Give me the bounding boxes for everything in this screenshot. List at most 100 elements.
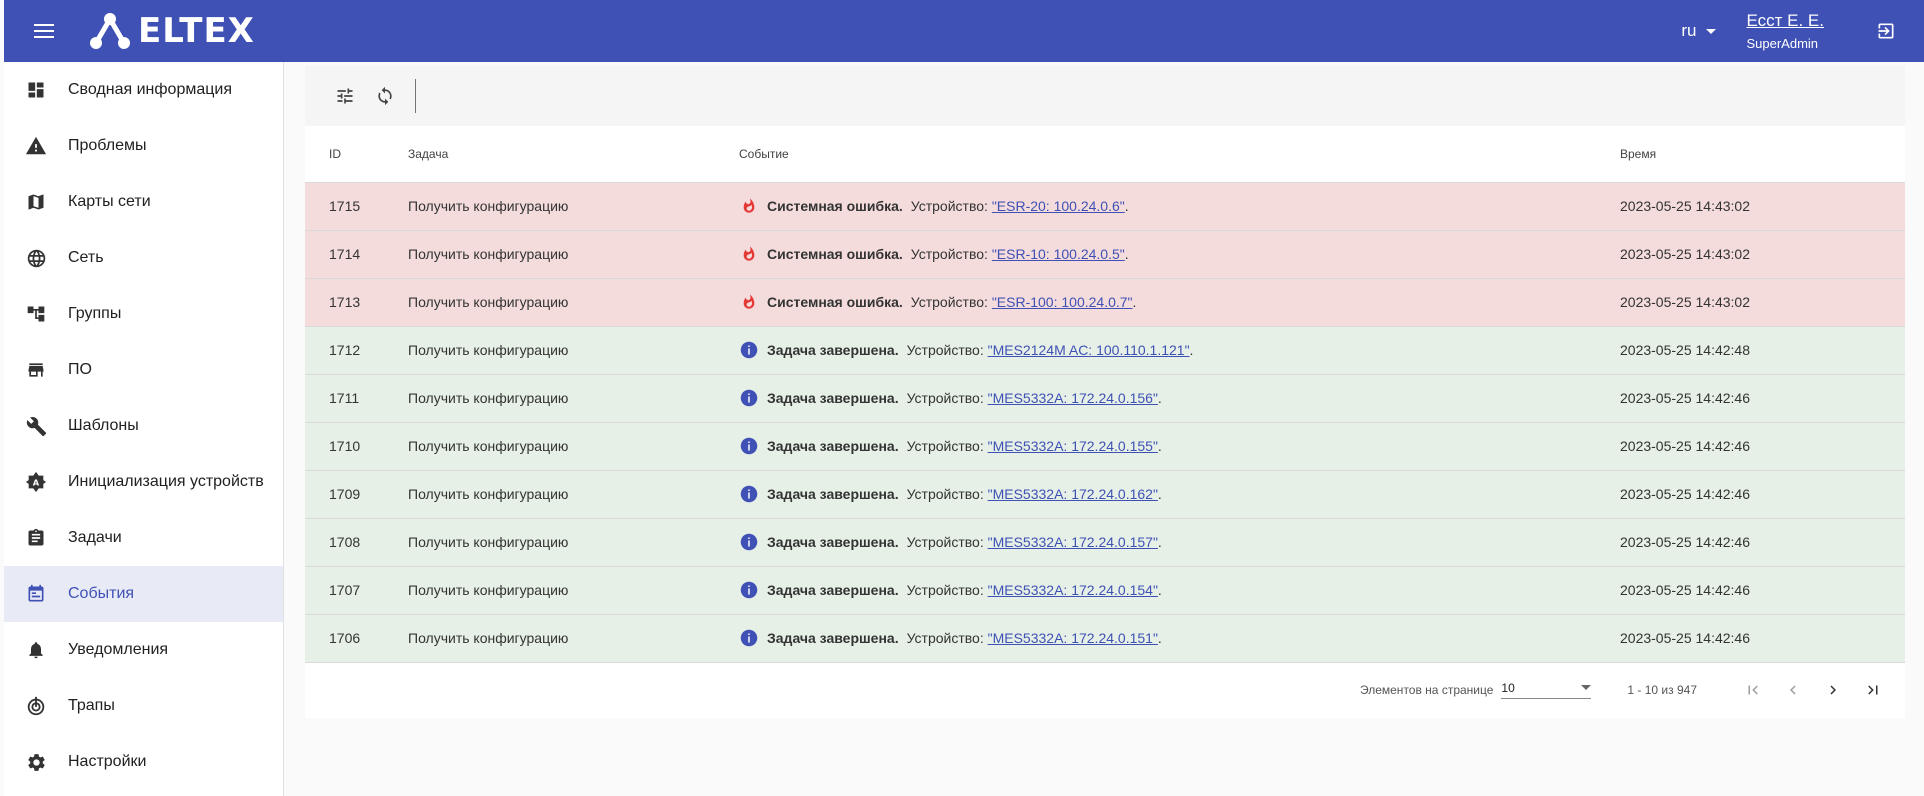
event-device-prefix: Устройство: — [906, 630, 984, 646]
event-title: Задача завершена. — [767, 438, 899, 454]
svg-text:A: A — [33, 478, 40, 488]
cell-event: Задача завершена. Устройство: "MES2124M A… — [739, 326, 1620, 374]
event-suffix: . — [1132, 294, 1137, 310]
store-icon — [24, 358, 48, 382]
caret-down-icon — [1706, 28, 1717, 34]
event-suffix: . — [1157, 390, 1162, 406]
trap-icon — [24, 694, 48, 718]
event-title: Задача завершена. — [767, 486, 899, 502]
cell-id: 1715 — [329, 198, 361, 214]
sidebar-item-problems[interactable]: Проблемы — [4, 118, 283, 174]
table-row[interactable]: 1711 Получить конфигурацию Задача завершен… — [305, 374, 1905, 422]
sidebar-item-label: ПО — [68, 361, 92, 378]
sidebar-item-label: Группы — [68, 305, 122, 322]
cell-task: Получить конфигурацию — [408, 246, 569, 262]
table-row[interactable]: 1712 Получить конфигурацию Задача завершен… — [305, 326, 1905, 374]
previous-page-icon[interactable] — [1773, 670, 1813, 710]
user-info: Есст Е. Е. SuperAdmin — [1746, 12, 1824, 50]
sidebar-item-settings[interactable]: Настройки — [4, 734, 283, 790]
cell-id: 1713 — [329, 294, 361, 310]
event-suffix: . — [1157, 582, 1162, 598]
sidebar-item-label: Сеть — [68, 249, 104, 266]
column-header-task[interactable]: Задача — [408, 146, 449, 161]
sidebar-item-label: Настройки — [68, 753, 147, 770]
menu-icon[interactable] — [20, 7, 68, 55]
sidebar-item-templates[interactable]: Шаблоны — [4, 398, 283, 454]
cell-task: Получить конфигурацию — [408, 294, 569, 310]
info-icon — [739, 436, 759, 456]
table-row[interactable]: 1708 Получить конфигурацию Задача завершен… — [305, 518, 1905, 566]
table-row[interactable]: 1714 Получить конфигурацию Системная ошибк… — [305, 230, 1905, 278]
table-row[interactable]: 1713 Получить конфигурацию Системная ошибк… — [305, 278, 1905, 326]
table-row[interactable]: 1710 Получить конфигурацию Задача завершен… — [305, 422, 1905, 470]
event-device-prefix: Устройство: — [910, 294, 988, 310]
event-title: Задача завершена. — [767, 582, 899, 598]
cell-event: Задача завершена. Устройство: "MES5332A: … — [739, 422, 1620, 470]
column-header-time[interactable]: Время — [1620, 146, 1657, 161]
device-link[interactable]: "ESR-100: 100.24.0.7" — [991, 294, 1133, 310]
info-icon — [739, 484, 759, 504]
sidebar-item-device-init[interactable]: A Инициализация устройств — [4, 454, 283, 510]
map-icon — [24, 190, 48, 214]
sidebar-item-tasks[interactable]: Задачи — [4, 510, 283, 566]
cell-event: Задача завершена. Устройство: "MES5332A: … — [739, 614, 1620, 662]
sidebar-item-groups[interactable]: Группы — [4, 286, 283, 342]
sidebar-item-events[interactable]: События — [4, 566, 283, 622]
sidebar-item-traps[interactable]: Трапы — [4, 678, 283, 734]
filter-settings-icon[interactable] — [325, 76, 365, 116]
language-value: ru — [1681, 21, 1697, 40]
device-link[interactable]: "MES5332A: 172.24.0.151" — [987, 630, 1158, 646]
fire-icon — [739, 196, 759, 216]
globe-icon — [24, 246, 48, 270]
table-row[interactable]: 1715 Получить конфигурацию Системная ошибк… — [305, 182, 1905, 230]
next-page-icon[interactable] — [1813, 670, 1853, 710]
table-row[interactable]: 1706 Получить конфигурацию Задача завершен… — [305, 614, 1905, 662]
wrench-icon — [24, 414, 48, 438]
dashboard-icon — [24, 78, 48, 102]
sidebar-item-software[interactable]: ПО — [4, 342, 283, 398]
device-link[interactable]: "ESR-20: 100.24.0.6" — [991, 198, 1125, 214]
cell-id: 1707 — [329, 582, 361, 598]
eltex-logo-mark-icon — [90, 13, 130, 49]
table-row[interactable]: 1709 Получить конфигурацию Задача завершен… — [305, 470, 1905, 518]
device-link[interactable]: "MES5332A: 172.24.0.156" — [987, 390, 1158, 406]
cell-time: 2023-05-25 14:43:02 — [1620, 294, 1750, 310]
column-header-event[interactable]: Событие — [739, 146, 789, 161]
device-link[interactable]: "MES5332A: 172.24.0.157" — [987, 534, 1158, 550]
sidebar-item-network[interactable]: Сеть — [4, 230, 283, 286]
cell-time: 2023-05-25 14:42:46 — [1620, 582, 1750, 598]
top-app-bar: ELTEX ru Есст Е. Е. SuperAdmin — [4, 0, 1924, 62]
device-link[interactable]: "MES2124M AC: 100.110.1.121" — [987, 342, 1190, 358]
event-title: Задача завершена. — [767, 342, 899, 358]
logout-icon[interactable] — [1866, 11, 1906, 51]
event-title: Задача завершена. — [767, 390, 899, 406]
sidebar-item-network-maps[interactable]: Карты сети — [4, 174, 283, 230]
event-device-prefix: Устройство: — [910, 198, 988, 214]
table-row[interactable]: 1707 Получить конфигурацию Задача завершен… — [305, 566, 1905, 614]
paginator: Элементов на странице 10 1 - 10 из 947 — [305, 663, 1905, 717]
first-page-icon[interactable] — [1733, 670, 1773, 710]
event-device-prefix: Устройство: — [906, 582, 984, 598]
last-page-icon[interactable] — [1853, 670, 1893, 710]
cell-event: Задача завершена. Устройство: "MES5332A: … — [739, 470, 1620, 518]
sidebar-item-notifications[interactable]: Уведомления — [4, 622, 283, 678]
user-name-link[interactable]: Есст Е. Е. — [1746, 11, 1824, 30]
device-link[interactable]: "MES5332A: 172.24.0.154" — [987, 582, 1158, 598]
sidebar-item-label: Трапы — [68, 697, 115, 714]
cell-task: Получить конфигурацию — [408, 390, 569, 406]
language-select[interactable]: ru — [1681, 21, 1717, 41]
event-suffix: . — [1157, 630, 1162, 646]
device-link[interactable]: "MES5332A: 172.24.0.155" — [987, 438, 1158, 454]
gear-icon — [24, 750, 48, 774]
user-role: SuperAdmin — [1746, 36, 1819, 51]
page-size-select[interactable]: 10 — [1501, 681, 1592, 699]
device-link[interactable]: "ESR-10: 100.24.0.5" — [991, 246, 1125, 262]
sidebar-item-label: События — [68, 585, 135, 602]
info-icon — [739, 340, 759, 360]
column-header-id[interactable]: ID — [329, 146, 341, 161]
sidebar-item-dashboard[interactable]: Сводная информация — [4, 62, 283, 118]
refresh-icon[interactable] — [365, 76, 405, 116]
event-title: Системная ошибка. — [767, 294, 903, 310]
sidebar-item-label: Инициализация устройств — [68, 473, 264, 490]
device-link[interactable]: "MES5332A: 172.24.0.162" — [987, 486, 1158, 502]
